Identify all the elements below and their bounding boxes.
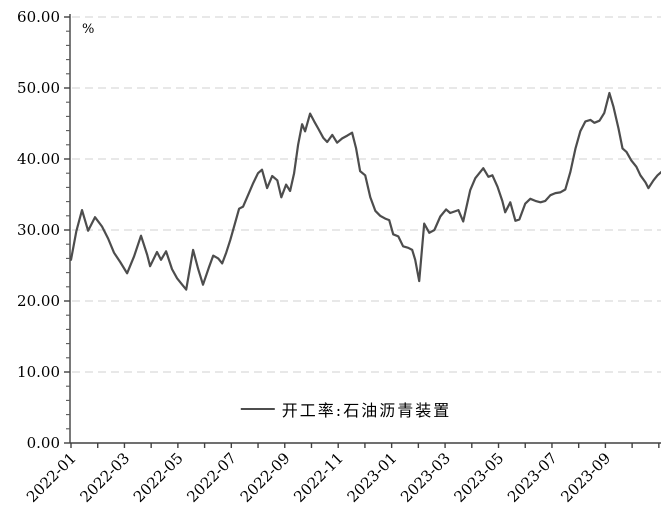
y-tick-label: 60.00 — [17, 8, 60, 26]
x-tick-label: 2022-01 — [23, 449, 80, 506]
x-tick-label: 2023-09 — [557, 449, 614, 506]
y-tick-label: 20.00 — [17, 292, 60, 310]
x-tick-label: 2023-07 — [504, 449, 561, 506]
legend: 开工率:石油沥青装置 — [240, 397, 452, 421]
legend-series-label: 开工率:石油沥青装置 — [281, 401, 452, 420]
series-line — [69, 91, 661, 291]
x-tick-label: 2023-05 — [451, 449, 508, 506]
y-tick-label: 10.00 — [17, 363, 60, 381]
y-axis-unit-label: % — [82, 22, 95, 37]
x-tick-label: 2022-05 — [130, 449, 187, 506]
y-tick-label: 40.00 — [17, 150, 60, 168]
y-tick-label: 50.00 — [17, 79, 60, 97]
x-tick-label: 2022-11 — [290, 449, 347, 506]
x-tick-label: 2023-03 — [397, 449, 454, 506]
y-tick-label: 0.00 — [27, 434, 60, 452]
x-tick-label: 2022-09 — [237, 449, 294, 506]
x-tick-label: 2022-07 — [183, 449, 240, 506]
legend-line-swatch — [240, 408, 275, 410]
x-tick-label: 2023-01 — [344, 449, 401, 506]
y-tick-label: 30.00 — [17, 221, 60, 239]
x-tick-label: 2022-03 — [76, 449, 133, 506]
